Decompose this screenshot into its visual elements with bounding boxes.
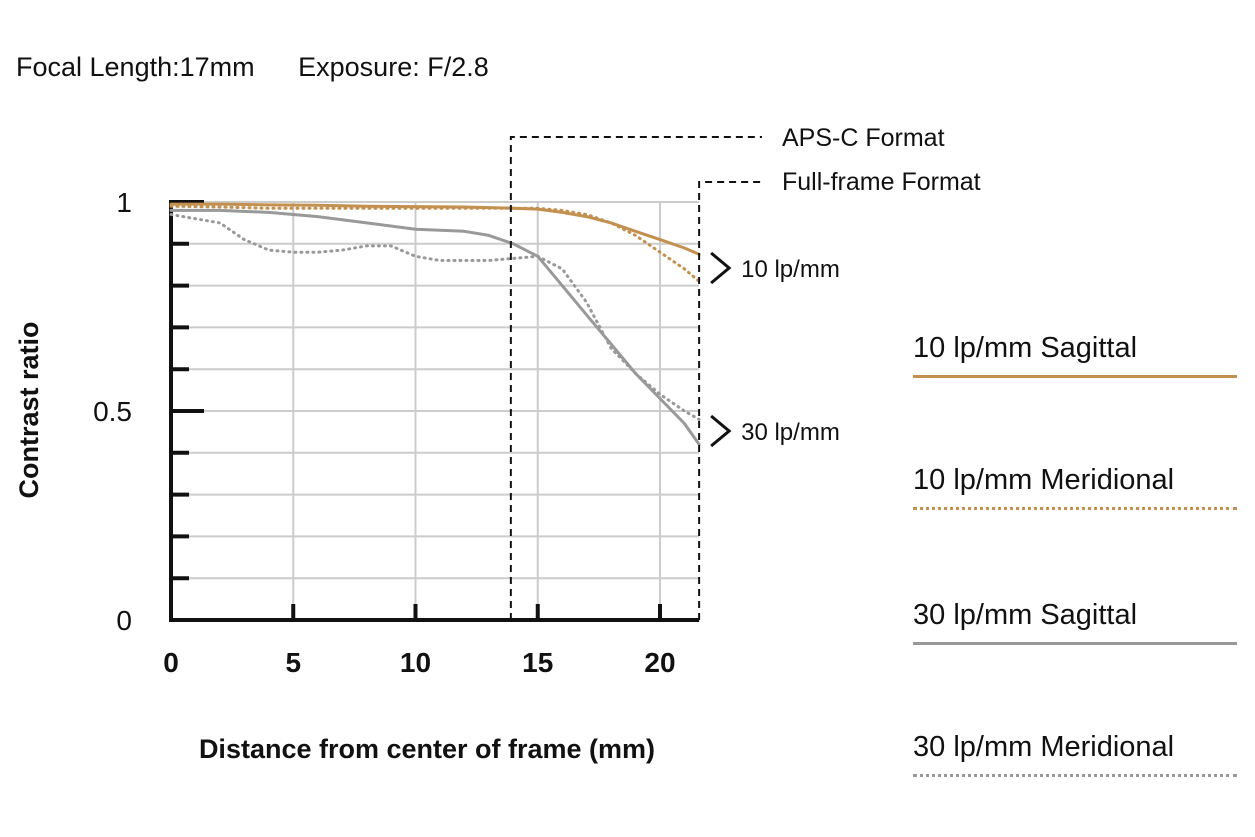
- legend-label: 30 lp/mm Sagittal: [913, 599, 1138, 631]
- x-tick-label: 20: [644, 647, 675, 678]
- gridlines: [171, 201, 700, 620]
- chevron-right-icon: [710, 251, 732, 285]
- chart-header: Focal Length:17mm Exposure: F/2.8: [16, 52, 525, 83]
- y-axis-label: Contrast ratio: [14, 321, 44, 498]
- y-tick-label: 1: [116, 187, 132, 218]
- x-axis-label: Distance from center of frame (mm): [199, 734, 655, 764]
- axes: 00.510 5 10 15 20: [93, 187, 700, 678]
- x-tick-label: 15: [522, 647, 553, 678]
- legend-label: 10 lp/mm Sagittal: [913, 332, 1138, 364]
- y-tick-label: 0: [116, 605, 132, 636]
- legend-swatch: [913, 507, 1237, 510]
- focal-length-label: Focal Length:17mm: [16, 52, 255, 82]
- full-frame-format-marker: [698, 181, 762, 620]
- legend-swatch: [913, 774, 1237, 777]
- x-tick-label: 0: [163, 647, 179, 678]
- series-line-30-lp-mm-meridional: [169, 213, 701, 421]
- legend-entry-30-sagittal: 30 lp/mm Sagittal: [913, 599, 1237, 645]
- full-frame-format-label: Full-frame Format: [782, 168, 981, 196]
- x-tick-label: 5: [285, 647, 301, 678]
- frequency-annotation: 30 lp/mm: [741, 419, 840, 446]
- x-tick-label: 10: [400, 647, 431, 678]
- legend-label: 10 lp/mm Meridional: [913, 464, 1175, 496]
- format-markers: APS-C Format Full-frame Format 10 lp/mm 30 …: [509, 124, 981, 620]
- legend-entry-30-meridional: 30 lp/mm Meridional: [913, 731, 1237, 777]
- aps-c-format-marker: [509, 136, 762, 620]
- frequency-annotation: 10 lp/mm: [741, 256, 840, 283]
- legend-swatch: [913, 642, 1237, 645]
- aps-c-format-label: APS-C Format: [782, 124, 945, 152]
- series-line-10-lp-mm-meridional: [169, 204, 701, 283]
- legend-entry-10-meridional: 10 lp/mm Meridional: [913, 464, 1237, 510]
- chevron-right-icon: [710, 414, 732, 448]
- series-lines: [169, 202, 701, 446]
- legend-label: 30 lp/mm Meridional: [913, 731, 1175, 763]
- y-tick-label: 0.5: [93, 396, 132, 427]
- legend-swatch: [913, 375, 1237, 378]
- legend-entry-10-sagittal: 10 lp/mm Sagittal: [913, 332, 1237, 378]
- exposure-label: Exposure: F/2.8: [298, 52, 489, 82]
